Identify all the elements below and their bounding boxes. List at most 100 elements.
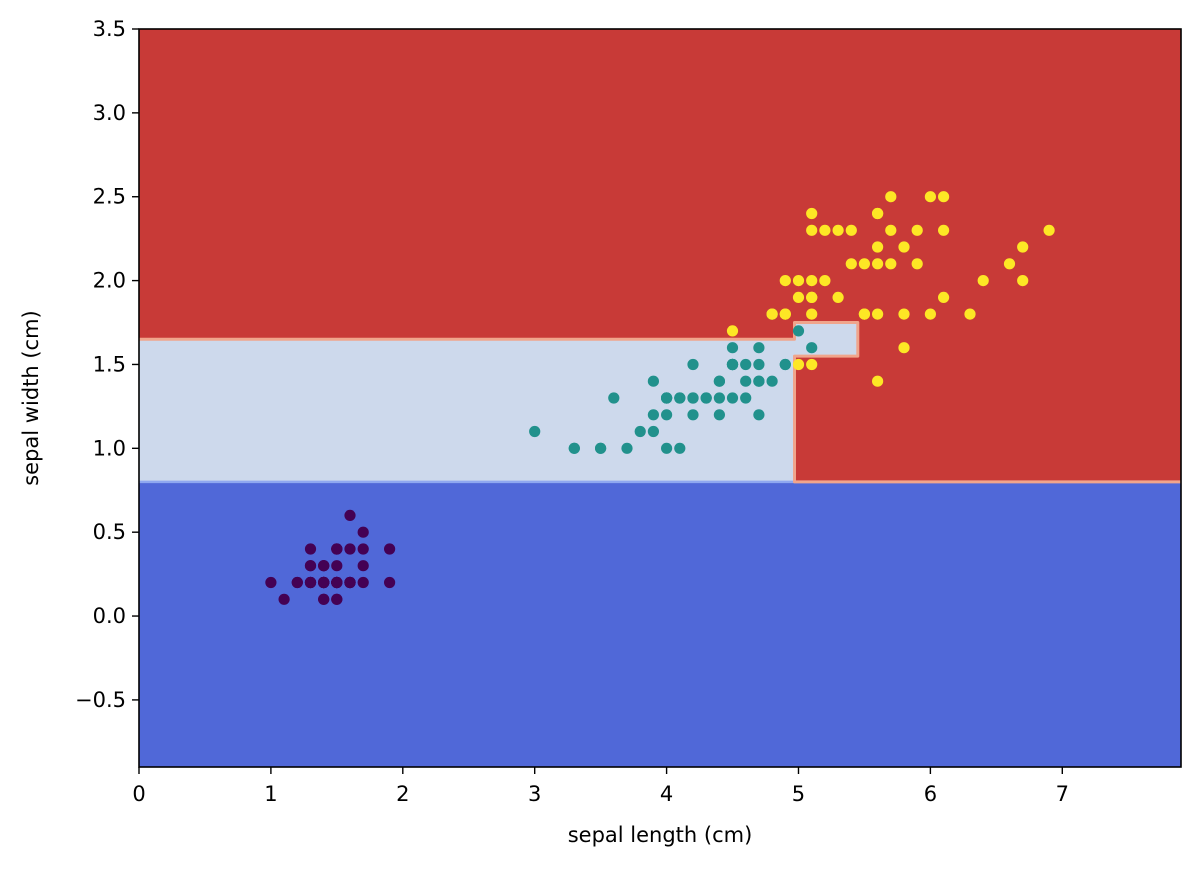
point-class-1 — [674, 392, 686, 404]
y-tick-label: −0.5 — [75, 688, 126, 712]
point-class-2 — [1043, 224, 1055, 236]
x-tick-label: 6 — [924, 782, 937, 806]
point-class-1 — [753, 342, 765, 354]
point-class-2 — [806, 207, 818, 220]
point-class-2 — [885, 224, 897, 236]
point-class-1 — [792, 325, 805, 337]
point-class-0 — [265, 576, 277, 589]
point-class-2 — [806, 358, 818, 371]
point-class-1 — [647, 375, 660, 387]
point-class-1 — [806, 342, 818, 354]
y-tick-label: 3.0 — [93, 101, 126, 125]
x-tick-label: 3 — [528, 782, 541, 806]
decision-region-class-1 — [794, 322, 858, 357]
point-class-1 — [621, 442, 633, 454]
point-class-2 — [858, 258, 871, 270]
y-tick-label: 1.0 — [93, 436, 126, 460]
point-class-0 — [331, 593, 343, 605]
point-class-2 — [872, 308, 884, 320]
point-class-2 — [911, 258, 923, 270]
point-class-1 — [608, 392, 620, 404]
point-class-2 — [977, 275, 989, 287]
point-class-2 — [898, 342, 910, 354]
point-class-1 — [713, 409, 726, 421]
y-tick-label: 3.5 — [93, 17, 126, 41]
decision-region-class-2 — [139, 29, 1181, 482]
point-class-0 — [318, 593, 330, 605]
point-class-1 — [713, 392, 726, 404]
point-class-0 — [304, 576, 317, 589]
x-axis-label: sepal length (cm) — [568, 823, 753, 847]
point-class-0 — [331, 576, 343, 589]
point-class-2 — [792, 275, 805, 287]
point-class-2 — [858, 308, 871, 320]
point-class-0 — [344, 509, 356, 521]
y-tick-label: 2.5 — [93, 185, 126, 209]
point-class-2 — [924, 191, 937, 203]
y-tick-label: 0.0 — [93, 604, 126, 628]
point-class-2 — [832, 291, 844, 303]
point-class-2 — [806, 291, 818, 303]
point-class-1 — [647, 409, 660, 421]
x-axis-ticks: 0 1 2 3 4 5 6 7 — [132, 767, 1069, 806]
decision-regions — [139, 29, 1181, 767]
point-class-1 — [713, 375, 726, 387]
point-class-2 — [726, 325, 739, 337]
plot-frame — [138, 28, 1182, 768]
point-class-0 — [357, 560, 369, 572]
point-class-0 — [304, 560, 317, 572]
point-class-0 — [384, 543, 396, 555]
point-class-2 — [872, 375, 884, 387]
point-class-1 — [740, 358, 752, 371]
point-class-0 — [344, 543, 356, 555]
x-tick-label: 5 — [792, 782, 805, 806]
point-class-0 — [278, 593, 290, 605]
point-class-2 — [872, 241, 884, 253]
point-class-2 — [964, 308, 976, 320]
point-class-2 — [885, 191, 897, 203]
point-class-1 — [740, 392, 752, 404]
point-class-0 — [384, 576, 396, 589]
point-class-1 — [687, 358, 699, 371]
point-class-1 — [726, 342, 739, 354]
point-class-2 — [766, 308, 778, 320]
point-class-2 — [872, 258, 884, 270]
point-class-0 — [304, 543, 317, 555]
point-class-1 — [687, 409, 699, 421]
x-tick-label: 0 — [132, 782, 145, 806]
y-tick-label: 2.0 — [93, 269, 126, 293]
point-class-1 — [529, 425, 541, 438]
point-class-1 — [568, 442, 580, 454]
point-class-1 — [779, 358, 791, 371]
point-class-2 — [1017, 275, 1029, 287]
point-class-1 — [661, 392, 673, 404]
point-class-2 — [911, 224, 923, 236]
point-class-1 — [661, 409, 673, 421]
point-class-2 — [792, 358, 805, 371]
decision-boundaries — [139, 321, 1181, 484]
point-class-1 — [726, 392, 739, 404]
scatter-points — [265, 191, 1055, 605]
point-class-1 — [661, 442, 673, 454]
x-tick-label: 1 — [264, 782, 277, 806]
point-class-2 — [898, 241, 910, 253]
point-class-2 — [924, 308, 937, 320]
point-class-1 — [753, 375, 765, 387]
point-class-1 — [647, 425, 660, 438]
point-class-2 — [938, 224, 950, 236]
point-class-2 — [832, 224, 844, 236]
point-class-2 — [938, 191, 950, 203]
point-class-0 — [357, 526, 369, 538]
point-class-0 — [357, 543, 369, 555]
point-class-0 — [331, 543, 343, 555]
point-class-0 — [331, 560, 343, 572]
point-class-0 — [318, 560, 330, 572]
point-class-2 — [806, 224, 818, 236]
point-class-2 — [845, 224, 857, 236]
point-class-2 — [806, 275, 818, 287]
point-class-1 — [634, 425, 646, 438]
point-class-1 — [753, 358, 765, 371]
y-axis-ticks: −0.5 0.0 0.5 1.0 1.5 2.0 2.5 3.0 3.5 — [75, 17, 139, 712]
